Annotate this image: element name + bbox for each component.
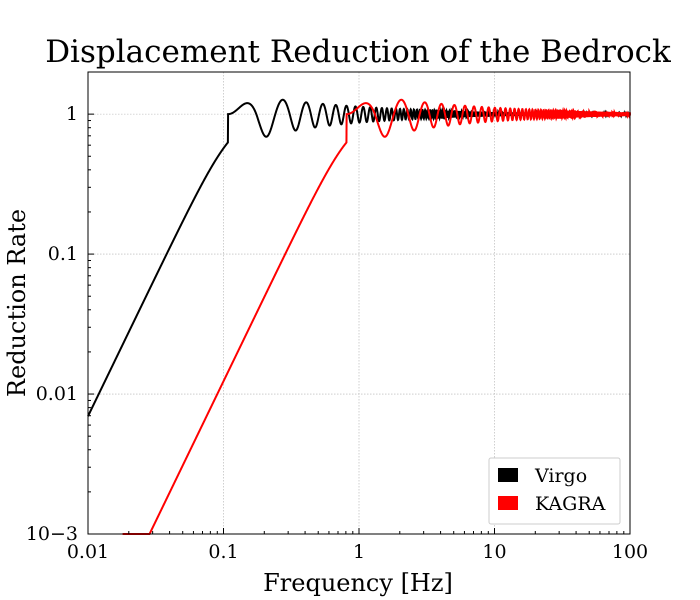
legend-swatch-virgo — [498, 468, 518, 482]
x-tick-label: 100 — [612, 541, 648, 563]
legend-label-virgo: Virgo — [534, 465, 587, 487]
legend-swatch-kagra — [498, 496, 518, 510]
series-line-kagra — [122, 98, 631, 535]
y-tick-label: 0.1 — [48, 243, 78, 265]
series-layer — [87, 98, 631, 535]
legend-box — [488, 457, 621, 525]
x-tick-label: 1 — [353, 541, 365, 563]
x-tick-label: 10 — [482, 541, 506, 563]
x-tick-label: 0.1 — [208, 541, 238, 563]
y-tick-label: 1 — [66, 103, 78, 125]
y-tick-label: 10−3 — [26, 523, 78, 545]
x-tick-label: 0.01 — [67, 541, 109, 563]
legend: Virgo KAGRA — [488, 457, 621, 525]
chart-title: Displacement Reduction of the Bedrock — [45, 34, 671, 70]
y-axis-label: Reduction Rate — [3, 209, 31, 397]
y-tick-label: 0.01 — [36, 383, 78, 405]
legend-label-kagra: KAGRA — [535, 493, 606, 515]
x-axis-label: Frequency [Hz] — [263, 569, 453, 597]
